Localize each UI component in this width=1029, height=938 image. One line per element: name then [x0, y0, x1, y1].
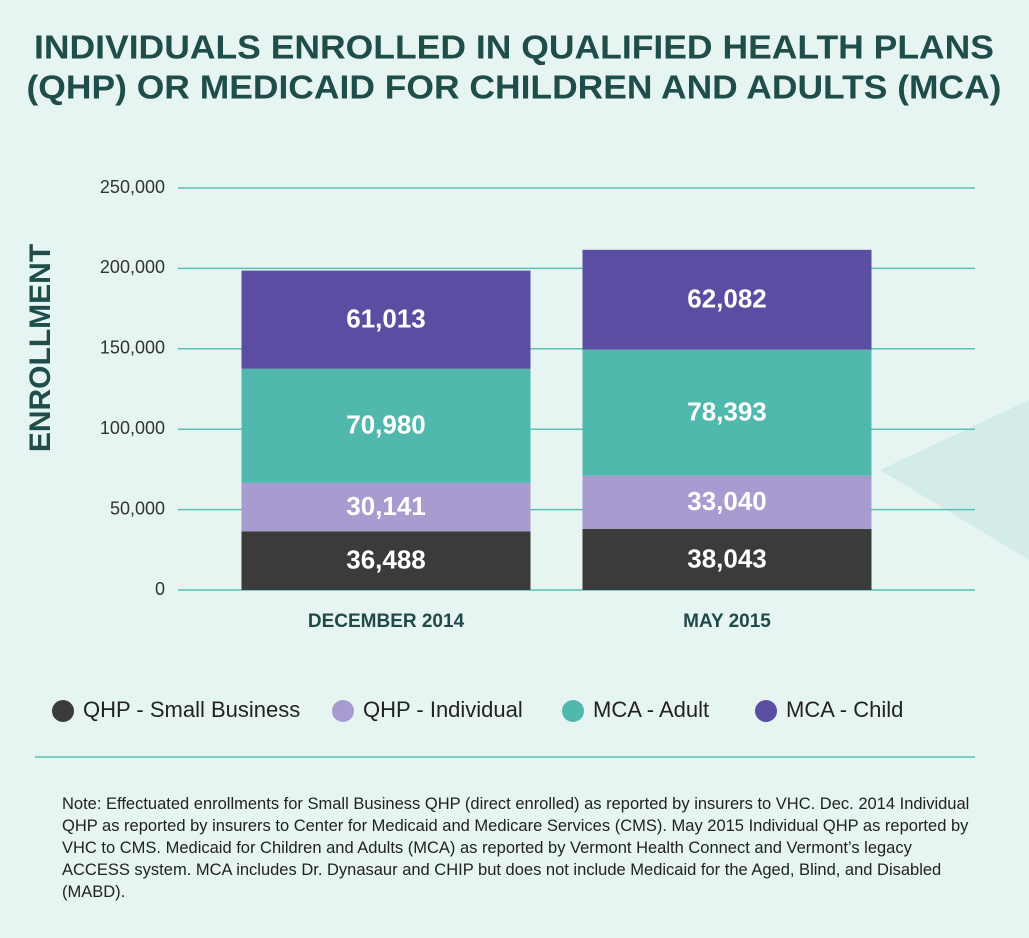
data-label: 61,013	[346, 304, 426, 334]
decoration	[880, 400, 1029, 560]
data-label: 70,980	[346, 410, 426, 440]
data-label: 33,040	[687, 486, 767, 516]
y-tick-label: 250,000	[100, 177, 165, 197]
note: Note: Effectuated enrollments for Small …	[62, 795, 970, 901]
bar-segment	[582, 475, 872, 529]
data-label: 30,141	[346, 491, 426, 521]
bar-segment	[241, 531, 531, 590]
legend-marker	[562, 700, 584, 722]
legend-marker	[332, 700, 354, 722]
data-label: 78,393	[687, 397, 767, 427]
bar-segment	[241, 368, 531, 483]
bar-segment	[241, 482, 531, 532]
legend-label: QHP - Individual	[363, 697, 523, 722]
legend-marker	[755, 700, 777, 722]
data-label: 62,082	[687, 284, 767, 314]
x-tick-label: DECEMBER 2014	[308, 611, 465, 632]
x-tick-label: MAY 2015	[683, 611, 771, 632]
y-tick-label: 200,000	[100, 257, 165, 277]
y-tick-label: 0	[155, 579, 165, 599]
bar-segment	[241, 270, 531, 369]
data-label: 36,488	[346, 545, 426, 575]
legend-marker	[52, 700, 74, 722]
y-tick-label: 50,000	[110, 498, 165, 518]
data-label: 38,043	[687, 543, 767, 573]
y-axis-label: ENROLLMENT	[24, 244, 57, 452]
y-tick-label: 150,000	[100, 338, 165, 358]
bar-segment	[582, 528, 872, 590]
bar-segment	[582, 349, 872, 476]
y-tick-label: 100,000	[100, 418, 165, 438]
legend-label: MCA - Child	[786, 697, 903, 722]
chart-title: (QHP) OR MEDICAID FOR CHILDREN AND ADULT…	[27, 69, 1002, 106]
chart-title: INDIVIDUALS ENROLLED IN QUALIFIED HEALTH…	[34, 29, 994, 66]
legend-label: MCA - Adult	[593, 697, 709, 722]
bar-segment	[582, 249, 872, 350]
legend-label: QHP - Small Business	[83, 697, 300, 722]
